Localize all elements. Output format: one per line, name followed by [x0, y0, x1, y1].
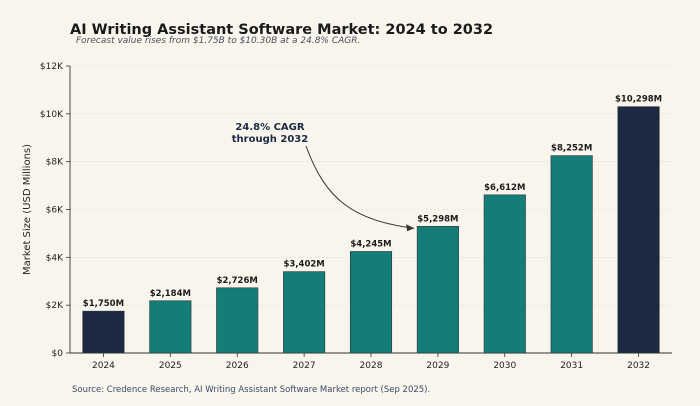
x-tick-label-2024: 2024: [92, 361, 115, 371]
x-tick-label-2026: 2026: [226, 361, 249, 371]
bar-2031: [550, 155, 593, 354]
data-label-2027: $3,402M: [283, 260, 324, 270]
annotation-text-line-2: through 2032: [232, 134, 308, 145]
bar-2029: [416, 225, 459, 354]
annotation-arrow: [305, 145, 415, 229]
annotation-text-line-1: 24.8% CAGR: [235, 122, 304, 133]
y-tick-label: $8K: [46, 158, 64, 168]
chart-subtitle: Forecast value rises from $1.75B to $10.…: [76, 36, 361, 46]
data-label-2029: $5,298M: [417, 214, 458, 224]
bar-2032: [617, 106, 660, 354]
data-label-2031: $8,252M: [551, 144, 592, 154]
bar-2030: [483, 194, 526, 354]
chart-title: AI Writing Assistant Software Market: 20…: [70, 22, 494, 38]
y-tick-label: $12K: [40, 62, 64, 72]
x-tick-label-2031: 2031: [560, 361, 583, 371]
y-tick-label: $4K: [46, 253, 64, 263]
bar-2028: [349, 251, 393, 354]
x-tick-label-2030: 2030: [493, 361, 516, 371]
data-label-2032: $10,298M: [615, 95, 662, 105]
y-axis-title: Market Size (USD Millions): [22, 144, 33, 275]
data-label-2024: $1,750M: [83, 299, 124, 309]
x-tick-label-2029: 2029: [426, 361, 449, 371]
bar-2025: [149, 300, 192, 354]
bar-2024: [82, 310, 125, 354]
x-tick-label-2025: 2025: [159, 361, 182, 371]
data-label-2026: $2,726M: [217, 276, 258, 286]
data-label-2025: $2,184M: [150, 289, 191, 299]
y-tick-label: $0: [52, 349, 64, 359]
x-tick-label-2028: 2028: [360, 361, 383, 371]
y-tick-label: $2K: [46, 301, 64, 311]
y-tick-label: $10K: [40, 110, 64, 120]
y-tick-label: $6K: [46, 206, 64, 216]
bar-2027: [283, 271, 326, 354]
data-label-2028: $4,245M: [350, 239, 391, 249]
x-tick-label-2027: 2027: [293, 361, 316, 371]
bar-2026: [216, 287, 259, 354]
x-tick-label-2032: 2032: [627, 361, 650, 371]
annotation-arrowhead: [406, 224, 415, 232]
source-note: Source: Credence Research, AI Writing As…: [72, 385, 431, 395]
data-label-2030: $6,612M: [484, 183, 525, 193]
